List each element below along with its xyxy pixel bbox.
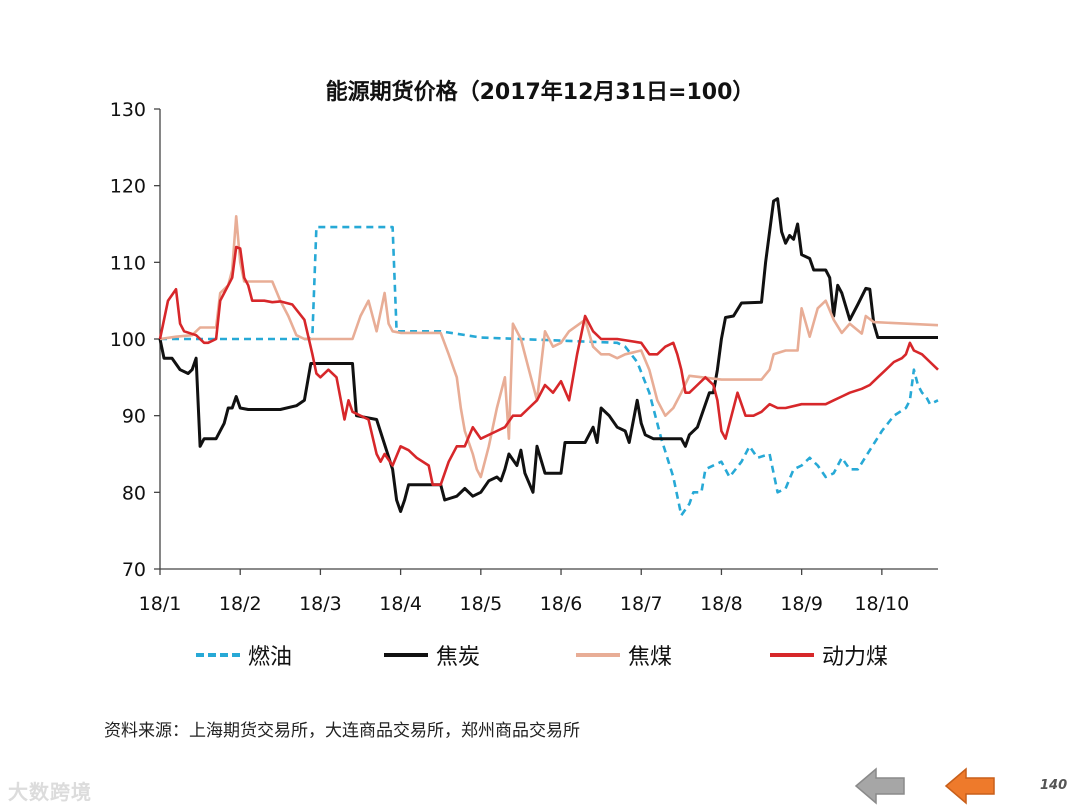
x-tick-label: 18/7	[620, 593, 663, 615]
watermark-logo: 大数跨境	[8, 780, 92, 804]
chart-legend: 燃油 焦炭 焦煤 动力煤	[0, 638, 1080, 672]
y-tick-label: 130	[110, 99, 146, 121]
legend-label-thermal-coal: 动力煤	[822, 645, 889, 670]
page-number: 140	[1040, 778, 1068, 793]
legend-label-coke: 焦炭	[436, 645, 481, 670]
source-note: 资料来源：上海期货交易所，大连商品交易所，郑州商品交易所	[104, 721, 580, 741]
legend-swatch-thermal-coal	[770, 653, 814, 657]
forward-arrow-button[interactable]	[944, 766, 996, 806]
series-line-0	[160, 225, 939, 517]
series-line-3	[158, 245, 939, 486]
x-tick-label: 18/1	[139, 593, 182, 615]
y-tick-label: 70	[122, 559, 146, 581]
x-tick-label: 18/2	[219, 593, 262, 615]
y-tick-label: 110	[110, 252, 146, 274]
chart-plot: 70 80 90 100 110 120 130 18/1 18/2 18/3 18/4 18/5 18…	[110, 99, 939, 615]
legend-label-coking-coal: 焦煤	[628, 645, 673, 670]
legend-item-coke: 焦炭	[384, 638, 480, 672]
legend-swatch-coking-coal	[576, 653, 620, 657]
x-tick-label: 18/6	[540, 593, 583, 615]
legend-swatch-coke	[384, 653, 428, 657]
legend-item-thermal-coal: 动力煤	[770, 638, 888, 672]
legend-item-fuel-oil: 燃油	[196, 638, 292, 672]
y-tick-label: 120	[110, 176, 146, 198]
y-tick-label: 80	[122, 482, 146, 504]
x-tick-label: 18/8	[700, 593, 743, 615]
legend-swatch-fuel-oil	[196, 653, 240, 657]
x-tick-label: 18/10	[854, 593, 909, 615]
legend-item-coking-coal: 焦煤	[576, 638, 672, 672]
x-tick-label: 18/4	[379, 593, 422, 615]
y-tick-label: 100	[110, 329, 146, 351]
back-arrow-icon	[854, 767, 905, 805]
chart-title: 能源期货价格（2017年12月31日=100）	[325, 80, 755, 105]
x-tick-label: 18/5	[459, 593, 502, 615]
series-line-2	[159, 215, 939, 479]
x-tick-label: 18/9	[780, 593, 823, 615]
chart: 能源期货价格（2017年12月31日=100） 70 80 90 100 110 120 1…	[0, 80, 1080, 672]
forward-arrow-icon	[944, 767, 995, 805]
legend-label-fuel-oil: 燃油	[248, 645, 293, 670]
y-tick-label: 90	[122, 406, 146, 428]
x-tick-label: 18/3	[299, 593, 342, 615]
series-line-1	[158, 197, 938, 513]
back-arrow-button[interactable]	[854, 766, 906, 806]
